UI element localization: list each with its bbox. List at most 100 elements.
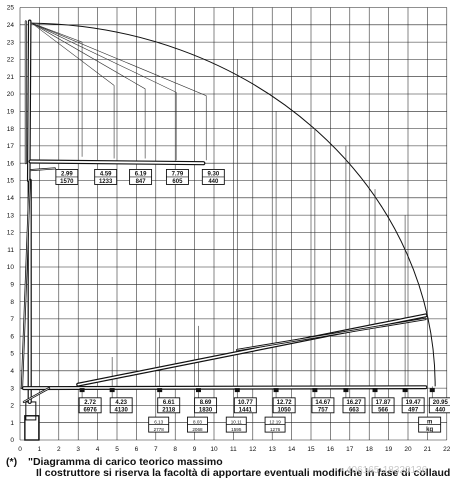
inclined-boom-inner	[77, 314, 427, 386]
sub-load-label-kg: 2778	[154, 427, 165, 432]
x-tick-label: 3	[76, 446, 80, 453]
lower-load-label-reach: 4.23	[115, 400, 127, 406]
footnote-mark: (*)	[6, 456, 18, 468]
sub-load-label: 12.19 1276	[264, 416, 286, 433]
grid	[19, 7, 448, 441]
y-tick-label: 1	[10, 420, 14, 427]
x-tick-label: 14	[288, 446, 296, 453]
y-tick-label: 16	[7, 160, 15, 167]
x-tick-label: 22	[443, 446, 450, 453]
axis-labels: 0 1 2 3 4 5 6 7 8 9 10 11 12 13 14 15 16 17 18 19 20 21 220123…	[7, 5, 450, 453]
upper-boom-inner	[29, 160, 205, 165]
crane-illustration	[20, 19, 435, 441]
sub-load-label-reach: 6.13	[154, 419, 163, 424]
inclined-boom-extension-inner	[236, 318, 426, 351]
x-tick-label: 6	[135, 446, 139, 453]
sub-load-label-reach: 12.19	[269, 419, 281, 424]
unit-legend-reach: m	[427, 419, 432, 425]
y-tick-label: 14	[7, 195, 15, 202]
y-tick-label: 22	[7, 57, 15, 64]
boom-hook	[273, 388, 279, 393]
boom-hook	[195, 388, 201, 393]
x-tick-label: 16	[327, 446, 335, 453]
y-tick-label: 20	[7, 91, 15, 98]
boom-hook	[343, 388, 349, 393]
load-labels: 2.9915704.5912336.198477.796059.304402.7…	[55, 168, 450, 433]
lower-boom-inner	[23, 386, 427, 389]
upper-leader-line	[31, 22, 83, 157]
lower-load-label: 20.95 440	[428, 397, 450, 414]
x-tick-label: 9	[193, 446, 197, 453]
max-reach-arc	[31, 22, 436, 387]
boom-hook	[109, 388, 115, 393]
y-tick-label: 18	[7, 126, 15, 133]
lower-load-label: 6.61 2118	[157, 397, 181, 414]
lower-load-label-kg: 6976	[83, 408, 97, 414]
boom-hook	[402, 388, 408, 393]
upper-load-label-reach: 4.59	[100, 172, 112, 178]
y-tick-label: 25	[7, 5, 15, 12]
y-tick-label: 23	[7, 39, 15, 46]
unit-legend-kg: kg	[426, 427, 433, 433]
lower-load-label: 12.72 1050	[272, 397, 296, 414]
y-tick-label: 6	[10, 333, 14, 340]
x-tick-label: 21	[424, 446, 432, 453]
y-tick-label: 7	[10, 316, 14, 323]
y-tick-label: 9	[10, 282, 14, 289]
lower-load-label: 4.23 4130	[109, 397, 133, 414]
upper-load-label-kg: 1233	[99, 179, 113, 185]
x-tick-label: 11	[230, 446, 237, 453]
boom-hook	[312, 388, 318, 393]
x-tick-label: 8	[173, 446, 177, 453]
sub-load-label-reach: 8.03	[193, 419, 202, 424]
y-tick-label: 10	[7, 264, 15, 271]
y-tick-label: 4	[10, 368, 14, 375]
y-tick-label: 21	[7, 74, 15, 81]
y-tick-label: 13	[7, 212, 15, 219]
mast-brace-inner	[21, 180, 31, 389]
lower-load-label: 19.47 497	[401, 397, 425, 414]
unit-legend: m kg	[418, 416, 442, 433]
y-tick-label: 8	[10, 299, 14, 306]
y-tick-label: 17	[7, 143, 15, 150]
x-tick-label: 13	[269, 446, 277, 453]
upper-leader-line	[31, 22, 207, 161]
upper-load-label-reach: 7.79	[172, 172, 184, 178]
lower-load-label-kg: 566	[378, 408, 389, 414]
crane-base	[24, 415, 40, 441]
lower-load-label: 14.67 757	[311, 397, 335, 414]
boom-hook	[429, 388, 435, 393]
y-tick-label: 2	[10, 403, 14, 410]
lower-load-label-kg: 2118	[162, 408, 176, 414]
lower-load-label-reach: 2.72	[84, 400, 96, 406]
y-tick-label: 24	[7, 22, 15, 29]
sub-load-label-reach: 10.11	[231, 419, 243, 424]
x-tick-label: 5	[115, 446, 119, 453]
upper-leader-line	[31, 22, 177, 161]
lower-load-label-kg: 440	[435, 408, 446, 414]
x-tick-label: 18	[366, 446, 374, 453]
upper-load-label-reach: 9.30	[207, 172, 219, 178]
lower-boom-arm-inner	[23, 387, 50, 403]
lower-load-label: 17.87 566	[371, 397, 395, 414]
lower-load-label-reach: 14.67	[315, 400, 331, 406]
x-tick-label: 1	[38, 446, 42, 453]
x-tick-label: 2	[57, 446, 61, 453]
lower-load-label-reach: 20.95	[433, 400, 449, 406]
upper-leader-line	[31, 22, 146, 159]
lower-load-label-reach: 10.77	[238, 400, 254, 406]
upper-load-label-reach: 2.99	[61, 172, 73, 178]
x-tick-label: 15	[307, 446, 315, 453]
sub-load-label: 10.11 1595	[225, 416, 247, 433]
sub-load-label: 6.13 2778	[148, 416, 170, 433]
reach-arc	[31, 22, 436, 387]
lower-load-label-reach: 12.72	[277, 400, 293, 406]
x-tick-label: 17	[346, 446, 354, 453]
y-tick-label: 12	[7, 230, 15, 237]
x-tick-label: 7	[154, 446, 158, 453]
